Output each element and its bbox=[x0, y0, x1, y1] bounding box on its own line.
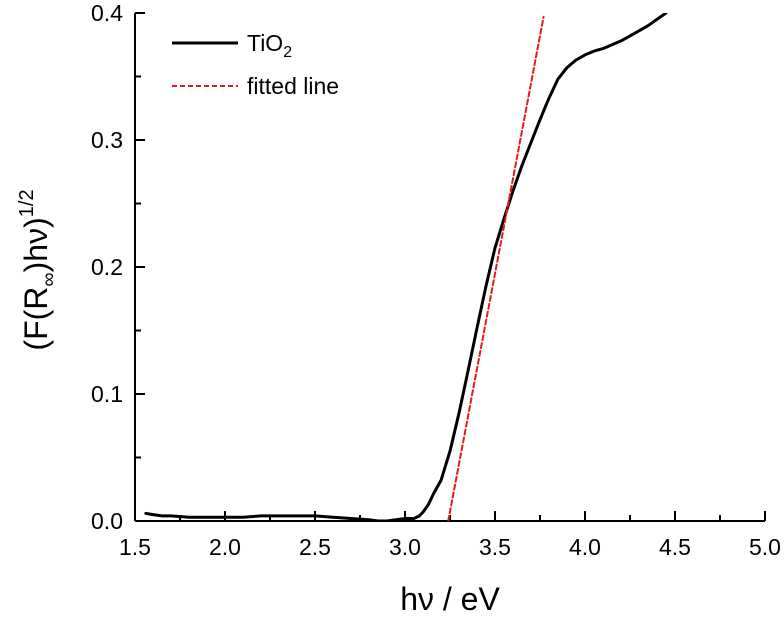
y-tick-label: 0.4 bbox=[91, 0, 123, 26]
legend-label-tio2-main: TiO bbox=[247, 30, 283, 56]
fitted-line-series bbox=[447, 15, 545, 521]
series-layer bbox=[144, 13, 668, 521]
legend-label-tio2-subscript: 2 bbox=[283, 44, 292, 61]
x-tick-label: 2.0 bbox=[209, 534, 241, 560]
y-axis-title-superscript: 1/2 bbox=[16, 189, 38, 217]
legend: TiO2 fitted line bbox=[172, 30, 339, 99]
y-tick-label: 0.1 bbox=[91, 381, 123, 407]
x-tick-label: 4.0 bbox=[569, 534, 601, 560]
y-tick-label: 0.0 bbox=[91, 508, 123, 534]
y-axis-title-middle: )hν) bbox=[18, 217, 54, 272]
x-tick-label: 3.5 bbox=[479, 534, 511, 560]
y-tick-label: 0.2 bbox=[91, 254, 123, 280]
x-tick-label: 1.5 bbox=[119, 534, 151, 560]
x-tick-label: 4.5 bbox=[659, 534, 691, 560]
y-axis-title-subscript: ∞ bbox=[38, 272, 60, 286]
x-axis-title: hν / eV bbox=[400, 581, 500, 617]
legend-label-tio2: TiO2 bbox=[247, 30, 292, 61]
tio2-series bbox=[144, 13, 668, 521]
x-tick-label: 5.0 bbox=[749, 534, 781, 560]
y-axis-title: (F(R∞)hν)1/2 bbox=[16, 189, 60, 350]
y-axis-title-prefix: (F(R bbox=[18, 287, 54, 351]
x-tick-label: 3.0 bbox=[389, 534, 421, 560]
y-tick-label: 0.3 bbox=[91, 127, 123, 153]
x-tick-label: 2.5 bbox=[299, 534, 331, 560]
y-ticks: 0.0 0.1 0.2 0.3 0.4 bbox=[91, 0, 145, 534]
legend-label-fitted-line: fitted line bbox=[247, 73, 339, 99]
